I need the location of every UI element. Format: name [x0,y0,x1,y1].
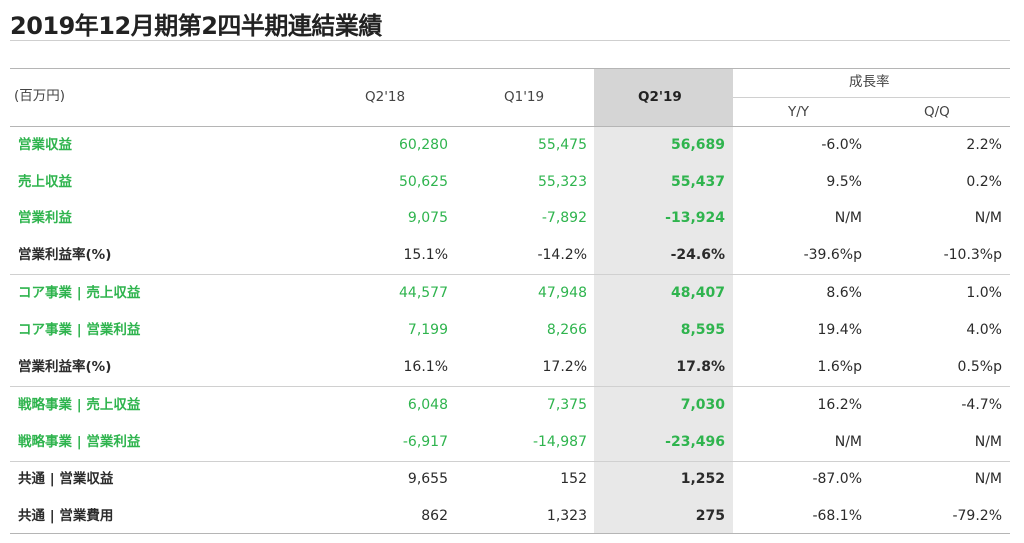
cell-q2-19: -24.6% [670,247,725,263]
cell-q1-19: 55,323 [538,174,587,190]
cell-yy: 16.2% [817,397,862,413]
cell-q2-18: 862 [421,508,448,524]
cell-q1-19: -14.2% [537,247,587,263]
row-label: 共通 | 営業費用 [18,508,114,524]
cell-yy: 8.6% [826,285,862,301]
cell-q1-19: -14,987 [532,434,587,450]
col-header-growth: 成長率 [849,74,890,90]
cell-qq: 4.0% [966,322,1002,338]
cell-q2-18: 6,048 [407,397,448,413]
cell-q2-19: 17.8% [676,359,725,375]
row-label: 営業収益 [18,137,72,153]
cell-qq: 2.2% [966,137,1002,153]
cell-q2-19: 1,252 [680,471,725,487]
cell-qq: N/M [974,434,1002,450]
col-header-q1-19: Q1'19 [504,89,545,105]
col-header-qq: Q/Q [924,104,950,120]
row-label: 営業利益率(%) [18,359,112,375]
title-divider [10,40,1010,41]
cell-q1-19: 152 [560,471,587,487]
cell-yy: 9.5% [826,174,862,190]
cell-q2-18: 9,075 [407,210,448,226]
row-label: 戦略事業 | 売上収益 [18,397,141,413]
header-bottom-rule [10,126,1010,127]
cell-yy: -39.6%p [803,247,862,263]
cell-q2-18: 7,199 [407,322,448,338]
growth-sub-rule [733,97,1010,98]
cell-q2-18: 50,625 [399,174,448,190]
row-label: 営業利益 [18,210,72,226]
cell-q1-19: 47,948 [538,285,587,301]
cell-yy: N/M [834,210,862,226]
col-header-q2-19: Q2'19 [638,89,682,105]
cell-yy: 1.6%p [817,359,862,375]
cell-q2-19: 48,407 [670,285,725,301]
cell-q2-19: 8,595 [680,322,725,338]
cell-qq: N/M [974,210,1002,226]
cell-yy: N/M [834,434,862,450]
cell-qq: N/M [974,471,1002,487]
row-label: コア事業 | 売上収益 [18,285,141,301]
cell-q2-18: 15.1% [403,247,448,263]
col-header-q2-18: Q2'18 [365,89,406,105]
group-rule-3 [10,461,1010,462]
cell-q1-19: 55,475 [538,137,587,153]
cell-qq: -79.2% [952,508,1002,524]
cell-yy: -6.0% [821,137,862,153]
cell-q2-18: 44,577 [399,285,448,301]
cell-q2-19: 7,030 [680,397,725,413]
table-top-rule [10,68,1010,69]
unit-label: (百万円) [14,88,66,104]
cell-q1-19: 7,375 [546,397,587,413]
row-label: 売上収益 [18,174,72,190]
group-rule-2 [10,386,1010,387]
cell-yy: -68.1% [812,508,862,524]
row-label: コア事業 | 営業利益 [18,322,141,338]
cell-q1-19: 17.2% [542,359,587,375]
row-label: 共通 | 営業収益 [18,471,114,487]
cell-q1-19: -7,892 [541,210,587,226]
cell-q2-18: 9,655 [407,471,448,487]
cell-qq: 0.2% [966,174,1002,190]
cell-q2-18: -6,917 [402,434,448,450]
cell-yy: 19.4% [817,322,862,338]
group-rule-1 [10,274,1010,275]
col-header-yy: Y/Y [788,104,810,120]
cell-q2-18: 16.1% [403,359,448,375]
cell-q2-19: 55,437 [670,174,725,190]
highlight-header [594,68,733,126]
cell-q2-19: -23,496 [665,434,725,450]
cell-qq: 1.0% [966,285,1002,301]
cell-yy: -87.0% [812,471,862,487]
table-bottom-rule [10,533,1010,534]
cell-qq: -4.7% [961,397,1002,413]
highlight-column [594,68,733,533]
cell-q2-19: -13,924 [665,210,725,226]
page-title: 2019年12月期第2四半期連結業績 [10,12,382,40]
cell-q2-18: 60,280 [399,137,448,153]
row-label: 営業利益率(%) [18,247,112,263]
cell-q2-19: 275 [695,508,725,524]
cell-q2-19: 56,689 [670,137,725,153]
row-label: 戦略事業 | 営業利益 [18,434,141,450]
cell-q1-19: 1,323 [546,508,587,524]
cell-qq: -10.3%p [943,247,1002,263]
cell-q1-19: 8,266 [546,322,587,338]
cell-qq: 0.5%p [957,359,1002,375]
